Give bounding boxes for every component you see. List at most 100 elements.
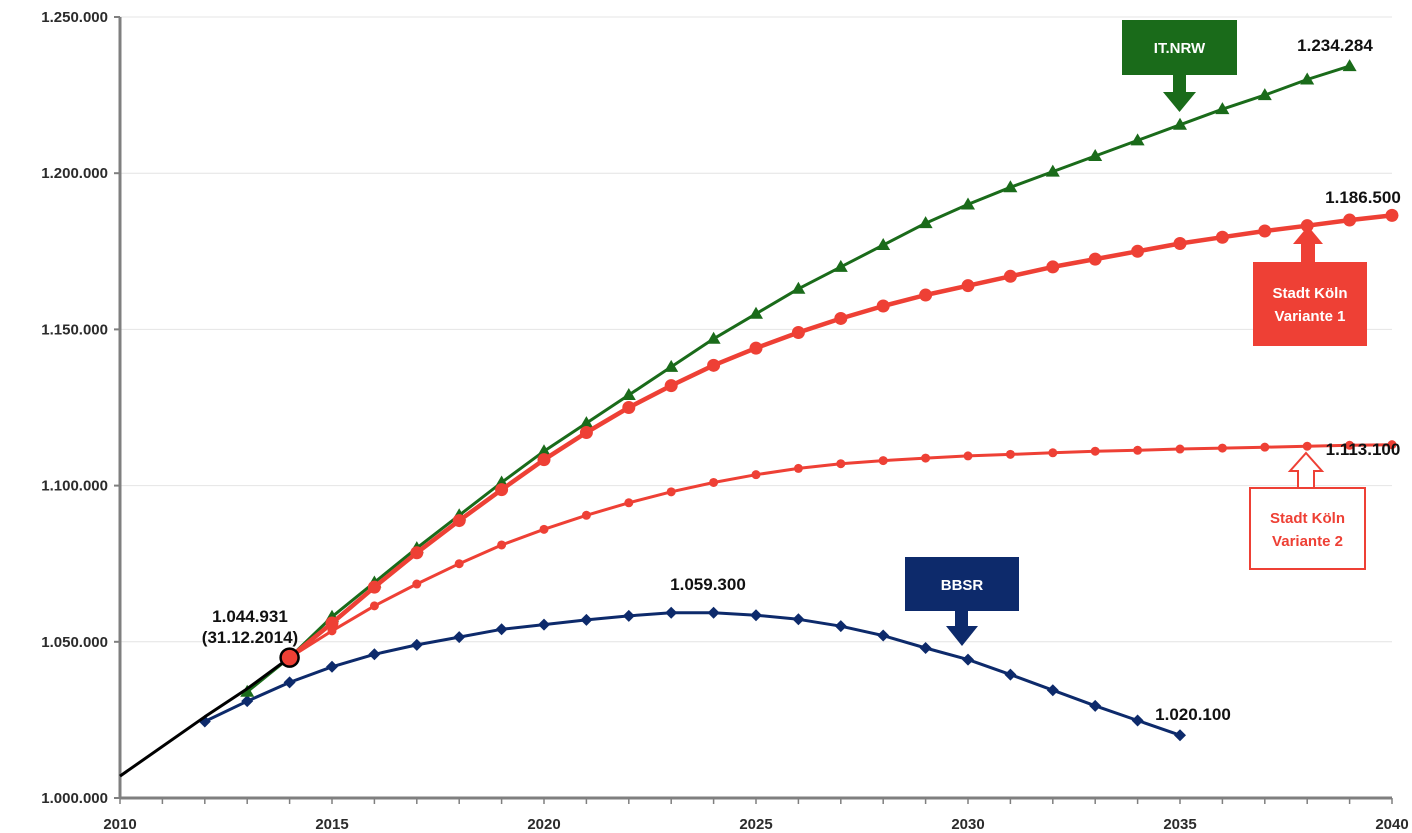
x-tick-label: 2040 [1375,816,1408,833]
series-ist [119,656,291,778]
data-point-stadt-koeln-variante-1 [1173,236,1187,250]
v2-callout: Stadt Köln Variante 2 [1249,451,1366,570]
data-point-bbsr [241,695,254,708]
data-point-it-nrw [961,197,975,210]
x-tick-label: 2030 [951,816,984,833]
bbsr-end-label: 1.020.100 [1155,705,1231,724]
data-point-bbsr [538,618,550,631]
y-tick-label: 1.100.000 [41,478,108,495]
data-point-stadt-koeln-variante-1 [622,401,636,414]
data-point-it-nrw [876,238,891,251]
data-point-stadt-koeln-variante-2 [1260,442,1270,452]
data-point-stadt-koeln-variante-1 [834,311,848,325]
data-point-bbsr [792,613,805,626]
itnrw-label: IT.NRW [1154,40,1206,57]
data-point-it-nrw [1130,133,1145,146]
data-point-it-nrw [1342,59,1357,72]
data-point-stadt-koeln-variante-1 [579,425,593,439]
data-point-bbsr [326,660,338,673]
data-point-bbsr [1131,714,1144,727]
data-point-stadt-koeln-variante-2 [1048,448,1058,458]
data-point-it-nrw [918,216,933,229]
series-bbsr [198,606,1186,742]
data-point-bbsr [834,620,847,633]
series-line-ist [119,656,291,778]
data-point-it-nrw [833,259,848,272]
bbsr-label-box [905,557,1019,611]
data-point-stadt-koeln-variante-1 [1215,230,1229,244]
itnrw-arrow-shaft [1173,75,1186,92]
data-point-it-nrw [664,359,679,372]
data-point-stadt-koeln-variante-2 [793,463,803,473]
data-point-bbsr [283,676,296,689]
data-point-it-nrw [1257,88,1272,101]
x-tick-label: 2015 [315,816,348,833]
data-point-stadt-koeln-variante-1 [1343,213,1357,227]
v1-callout: Stadt Köln Variante 1 [1253,226,1367,346]
data-point-bbsr [1004,668,1017,681]
start-date-label: (31.12.2014) [202,628,298,647]
data-point-bbsr [877,629,890,642]
series-stadt-koeln-variante-2 [285,440,1397,663]
data-point-it-nrw [621,388,636,401]
v1-arrow-shaft [1301,244,1315,262]
data-point-it-nrw [537,444,551,457]
data-point-stadt-koeln-variante-1 [1131,244,1145,258]
itnrw-end-label: 1.234.284 [1297,36,1373,55]
x-tick-label: 2025 [739,816,772,833]
data-point-bbsr [410,638,423,651]
bbsr-callout: BBSR [905,557,1019,646]
itnrw-callout: IT.NRW [1122,20,1237,112]
data-point-bbsr [368,648,381,661]
y-tick-label: 1.050.000 [41,634,108,651]
start-value-label: 1.044.931 [212,607,288,626]
data-point-stadt-koeln-variante-2 [751,470,761,480]
v2-label-line1: Stadt Köln [1270,510,1345,527]
bbsr-arrow-head [946,626,978,646]
data-point-bbsr [1089,699,1102,712]
data-point-stadt-koeln-variante-1 [410,546,424,560]
data-point-stadt-koeln-variante-1 [452,514,466,528]
data-point-stadt-koeln-variante-1 [1088,252,1102,266]
data-point-stadt-koeln-variante-2 [963,451,973,461]
data-point-stadt-koeln-variante-1 [876,299,890,313]
data-point-stadt-koeln-variante-2 [709,477,719,487]
y-tick-label: 1.200.000 [41,165,108,182]
data-point-bbsr [919,642,932,655]
data-point-stadt-koeln-variante-1 [791,326,805,340]
data-point-stadt-koeln-variante-1 [367,580,381,594]
itnrw-arrow-head [1163,92,1196,112]
v2-label-line2: Variante 2 [1272,533,1343,550]
data-point-bbsr [622,609,635,622]
v1-label-line1: Stadt Köln [1273,285,1348,302]
data-point-it-nrw [579,416,594,429]
y-tick-label: 1.000.000 [41,790,108,807]
data-point-bbsr [962,653,974,666]
data-point-bbsr [1174,729,1186,742]
data-point-stadt-koeln-variante-1 [749,341,763,355]
data-point-stadt-koeln-variante-1 [919,288,933,302]
data-point-stadt-koeln-variante-1 [1046,260,1060,274]
x-tick-label: 2020 [527,816,560,833]
data-point-bbsr [665,606,678,619]
data-point-stadt-koeln-variante-2 [624,498,634,508]
data-point-stadt-koeln-variante-2 [1175,444,1185,454]
data-point-stadt-koeln-variante-2 [1345,440,1355,450]
data-point-stadt-koeln-variante-1 [1385,208,1399,222]
data-point-it-nrw [240,684,255,697]
data-point-stadt-koeln-variante-1 [664,379,678,393]
data-point-stadt-koeln-variante-1 [1003,269,1017,283]
v1-label-box [1253,262,1367,346]
data-point-stadt-koeln-variante-2 [836,459,846,469]
data-point-stadt-koeln-variante-1 [495,483,509,497]
data-point-stadt-koeln-variante-1 [537,453,551,467]
series-stadt-koeln-variante-1 [283,208,1399,665]
data-point-stadt-koeln-variante-2 [454,559,464,569]
bbsr-label: BBSR [941,577,984,594]
data-point-bbsr [580,613,593,626]
v1-label-line2: Variante 1 [1275,308,1346,325]
data-point-bbsr [707,606,720,619]
x-tick-label: 2035 [1163,816,1196,833]
itnrw-label-box [1122,20,1237,75]
data-point-it-nrw [1215,102,1230,115]
